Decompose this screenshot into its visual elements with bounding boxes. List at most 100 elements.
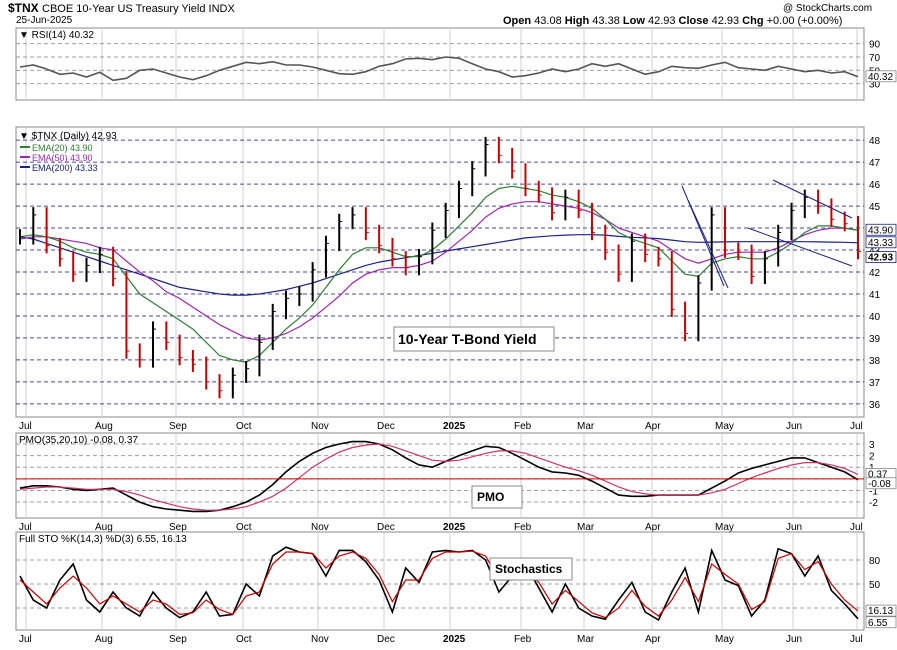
x-axis-label: 2025 [443, 634, 466, 645]
rsi-ytick-label: 30 [869, 80, 881, 91]
chart-overlays [681, 179, 853, 289]
x-axis-label: Nov [311, 522, 329, 533]
sto-annotation: Stochastics [489, 557, 573, 581]
chg-label: Chg [742, 15, 764, 27]
rsi-ytick-label: 90 [869, 40, 881, 51]
price-ytick-label: 38 [869, 356, 881, 367]
x-axis-label: Oct [236, 634, 252, 645]
x-axis-label: Jul [850, 522, 863, 533]
annotation-box [393, 326, 555, 352]
annotation-text: 10-Year T-Bond Yield [398, 331, 537, 347]
x-axis-label: Jul [19, 421, 32, 432]
low-value: 42.93 [647, 15, 676, 27]
price-panel: 36373839404142434445464748▼ $TNX (Daily)… [15, 126, 897, 432]
price-ytick-label: 48 [869, 136, 881, 147]
sto-series-line [19, 546, 859, 622]
x-axis-label: Oct [236, 421, 252, 432]
x-axis-label: Mar [577, 421, 595, 432]
trend-line [747, 227, 853, 267]
x-axis-label: Feb [514, 421, 532, 432]
pmo-panel: -2-10123PMO(35,20,10) -0.08, 0.37PMO0.37… [15, 432, 897, 533]
pmo-ytick-label: -1 [869, 486, 878, 497]
price-ytick-label: 41 [869, 290, 881, 301]
price-ytick-label: 45 [869, 202, 881, 213]
high-label: High [564, 15, 590, 27]
x-axis-label: Oct [236, 522, 252, 533]
x-axis-label: Dec [377, 522, 395, 533]
open-label: Open [503, 15, 532, 27]
x-axis-label: Jun [786, 421, 802, 432]
annotation-text: Stochastics [495, 562, 563, 576]
sto-frame [15, 531, 865, 631]
pmo-series-line [19, 443, 859, 511]
ema200-line [19, 234, 859, 296]
price-ytick-label: 39 [869, 334, 881, 345]
rsi-right-label-box [865, 70, 897, 83]
pmo-ytick-label: -2 [869, 498, 878, 509]
x-axis-label: Jul [19, 634, 32, 645]
x-axis-label: Mar [577, 634, 595, 645]
price-right-label-box [865, 236, 897, 249]
x-axis-label: May [715, 421, 734, 432]
chart-header: $TNX CBOE 10-Year US Treasury Yield INDX [8, 1, 235, 15]
price-ytick-label: 47 [869, 158, 881, 169]
x-axis-label: Nov [311, 421, 329, 432]
rsi-right-label: 40.32 [868, 72, 893, 83]
annotation-box [471, 485, 523, 509]
price-panel-title: ▼ $TNX (Daily) 42.93 [19, 131, 117, 142]
x-axis-label: Sep [169, 522, 187, 533]
price-ytick-label: 40 [869, 312, 881, 323]
watermark: @ StockCharts.com [783, 3, 873, 14]
price-right-label-box [865, 251, 897, 263]
x-axis-label: Sep [169, 421, 187, 432]
rsi-ytick-label: 70 [869, 53, 881, 64]
price-right-label-box [865, 223, 897, 236]
pmo-frame [15, 432, 865, 519]
low-label: Low [622, 15, 645, 27]
annotation-text: PMO [477, 490, 504, 504]
pmo-panel-title: PMO(35,20,10) -0.08, 0.37 [19, 435, 138, 446]
close-value: 42.93 [711, 15, 740, 27]
x-axis-label: Jun [786, 634, 802, 645]
high-value: 43.38 [592, 15, 620, 27]
x-axis-label: 2025 [443, 421, 466, 432]
rsi-series-line [19, 56, 859, 82]
x-axis-label: Aug [95, 522, 113, 533]
price-ytick-label: 36 [869, 400, 881, 411]
sto-ytick-label: 80 [869, 556, 881, 567]
pmo-ytick-label: 3 [869, 440, 875, 451]
x-axis-label: Nov [311, 634, 329, 645]
x-axis-label: 2025 [443, 522, 466, 533]
price-right-label: 43.90 [868, 225, 893, 236]
trend-line [687, 199, 729, 289]
ema20-line [19, 185, 859, 363]
x-axis-label: Jul [850, 634, 863, 645]
x-axis-label: Aug [95, 421, 113, 432]
x-axis-label: Feb [514, 522, 532, 533]
x-axis-label: Sep [169, 634, 187, 645]
sto-right-label-box [865, 604, 897, 617]
price-ytick-label: 37 [869, 378, 881, 389]
sto-right-label: 16.13 [868, 606, 893, 617]
sto-right-label-box [865, 616, 897, 629]
price-right-label: 43.33 [868, 238, 893, 249]
pmo-annotation: PMO [471, 485, 523, 509]
symbol: $TNX [8, 1, 39, 15]
x-axis-label: Aug [95, 634, 113, 645]
symbol-name: CBOE 10-Year US Treasury Yield INDX [42, 3, 235, 15]
chg-value: +0.00 (+0.00%) [766, 15, 843, 27]
x-axis-label: Apr [645, 634, 661, 645]
x-axis-label: May [715, 634, 734, 645]
x-axis-label: Mar [577, 522, 595, 533]
pmo-ytick-label: 2 [869, 452, 875, 463]
legend-entry: EMA(20) 43.90 [32, 143, 93, 153]
price-ytick-label: 42 [869, 268, 881, 279]
x-axis-label: Jun [786, 522, 802, 533]
ohlc-readout: Open 43.08 High 43.38 Low 42.93 Close 42… [503, 15, 842, 27]
pmo-right-label: 0.37 [868, 470, 888, 481]
trend-line [772, 179, 853, 219]
rsi-frame [15, 27, 865, 101]
